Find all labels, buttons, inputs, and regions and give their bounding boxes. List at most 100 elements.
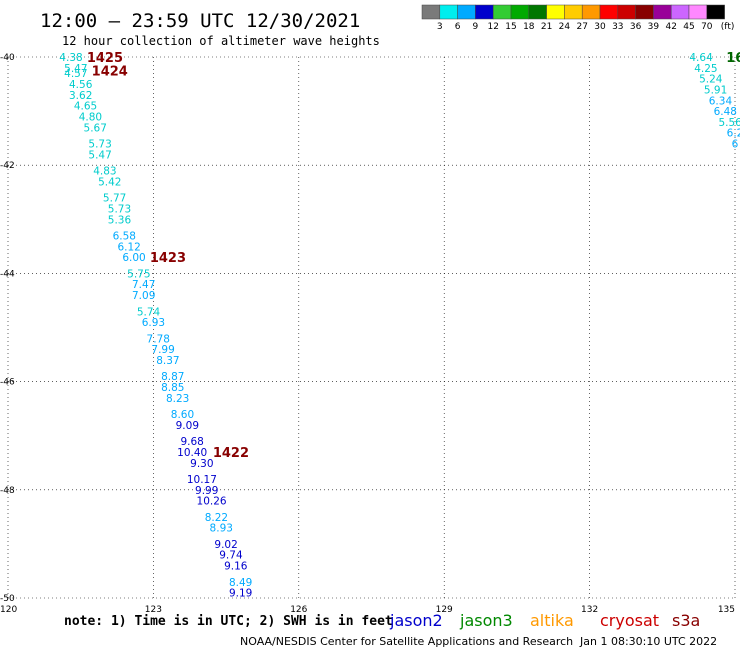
colorbar-swatch (510, 4, 530, 20)
swh-point-label: 7.99 (151, 344, 174, 356)
swh-point-label: 7.09 (132, 290, 155, 302)
colorbar-label: 39 (648, 22, 660, 32)
swh-point-label: 8.37 (156, 355, 179, 367)
colorbar-swatch (635, 4, 654, 20)
colorbar-swatch (546, 4, 565, 20)
x-tick-label: 129 (436, 605, 453, 615)
swh-point-label: 8.22 (205, 512, 228, 524)
swh-point-label: 5.77 (103, 193, 126, 205)
x-tick-label: 120 (0, 605, 17, 615)
swh-point-label: 9.09 (176, 420, 199, 432)
swh-point-label: 5.75 (127, 268, 150, 280)
plot-area: 120 123 126 129 132 135 -40 -42 -44 -46 -48 -50 4.38… (0, 51, 740, 615)
colorbar-swatch (439, 4, 458, 20)
swh-point-label: 6.2 (727, 128, 740, 140)
swh-point-label: 6.93 (142, 317, 165, 329)
legend-item-jason3: jason3 (459, 611, 513, 630)
colorbar-swatch (528, 4, 547, 20)
swh-point-label: 9.74 (219, 550, 243, 562)
swh-point-label: 5.24 (699, 74, 723, 86)
swh-point-label: 5.73 (108, 203, 131, 215)
colorbar-swatch (581, 4, 601, 20)
x-tick-label: 132 (581, 605, 598, 615)
x-tick-label: 123 (145, 605, 162, 615)
swh-point-label: 4.64 (689, 52, 713, 64)
time-label: 1423 (150, 251, 186, 266)
time-label: 1422 (213, 446, 249, 461)
swh-point-label: 9.30 (190, 458, 213, 470)
swh-point-label: 5.91 (704, 84, 727, 96)
swh-point-label: 5.42 (98, 176, 121, 188)
swh-point-label: 8.60 (171, 409, 194, 421)
swh-point-label: 9.99 (195, 485, 218, 497)
colorbar-label: 42 (665, 22, 676, 32)
legend: jason2 jason3 altika cryosat s3a (389, 611, 700, 630)
swh-point-label: 5.74 (137, 306, 161, 318)
y-tick-label: -42 (0, 161, 15, 171)
swh-point-label: 8.85 (161, 382, 184, 394)
time-label: 1425 (87, 51, 123, 66)
swh-point-label: 10.40 (177, 447, 207, 459)
colorbar-label: 70 (701, 22, 713, 32)
time-label: 1424 (92, 65, 128, 80)
colorbar-label: 18 (523, 22, 535, 32)
legend-item-s3a: s3a (672, 611, 700, 630)
y-tick-label: -50 (0, 594, 15, 604)
swh-point-label: 4.80 (79, 112, 102, 124)
swh-point-label: 8.23 (166, 393, 189, 405)
footnote: note: 1) Time is in UTC; 2) SWH is in fe… (64, 614, 393, 629)
colorbar-swatch (492, 4, 512, 20)
swh-point-label: 8.49 (229, 577, 252, 589)
timestamp: Jan 1 08:30:10 UTC 2022 (579, 635, 717, 648)
swh-point-label: 4.38 (59, 52, 82, 64)
legend-item-altika: altika (530, 611, 574, 630)
swh-point-label: 4.65 (74, 101, 97, 113)
swh-point-label: 5.67 (84, 122, 107, 134)
colorbar-swatch (670, 4, 690, 20)
colorbar-swatch (706, 4, 725, 20)
colorbar-label: 24 (559, 22, 571, 32)
swh-point-label: 7.78 (147, 333, 170, 345)
swh-point-label: 6.34 (709, 95, 733, 107)
swh-point-label: 5.73 (88, 139, 111, 151)
x-tick-label: 126 (290, 605, 307, 615)
swh-point-label: 6.00 (122, 252, 145, 264)
swh-point-label: 9.02 (214, 539, 237, 551)
swh-point-label: 10.26 (197, 496, 227, 508)
swh-point-label: 9.19 (229, 588, 252, 600)
x-tick-label: 135 (718, 605, 735, 615)
swh-point-label: 4.56 (69, 79, 93, 91)
swh-point-label: 6.48 (714, 106, 737, 118)
colorbar-label: 21 (541, 22, 552, 32)
colorbar-label: 15 (505, 22, 516, 32)
swh-point-label: 5.47 (64, 63, 87, 75)
colorbar-label: 30 (594, 22, 606, 32)
colorbar-swatch (421, 4, 441, 20)
colorbar-label: 9 (473, 22, 479, 32)
swh-point-label: 4.25 (694, 63, 717, 75)
colorbar-unit: (ft) (721, 22, 735, 32)
colorbar-label: 27 (576, 22, 587, 32)
colorbar-swatch (564, 4, 583, 20)
swh-point-label: 9.68 (180, 436, 203, 448)
y-tick-label: -44 (0, 269, 15, 279)
colorbar-swatch (599, 4, 619, 20)
colorbar-label: 36 (630, 22, 642, 32)
swh-point-label: 6 (732, 139, 739, 151)
time-label: 163 (726, 51, 740, 66)
chart-title: 12:00 – 23:59 UTC 12/30/2021 (40, 10, 360, 32)
swh-point-label: 5.36 (108, 214, 132, 226)
y-tick-label: -46 (0, 378, 15, 388)
y-tick-label: -48 (0, 486, 15, 496)
legend-item-cryosat: cryosat (600, 611, 659, 630)
colorbar-label: 6 (455, 22, 461, 32)
credit: NOAA/NESDIS Center for Satellite Applica… (240, 635, 573, 648)
swh-point-label: 4.83 (93, 166, 116, 178)
swh-point-label: 9.16 (224, 561, 248, 573)
colorbar: 3 6 9 12 15 18 21 24 27 30 33 36 39 42 45 70 (ft) (421, 4, 735, 32)
swh-point-label: 7.47 (132, 279, 155, 291)
colorbar-label: 3 (437, 22, 443, 32)
colorbar-swatch (475, 4, 494, 20)
y-tick-label: -40 (0, 53, 15, 63)
